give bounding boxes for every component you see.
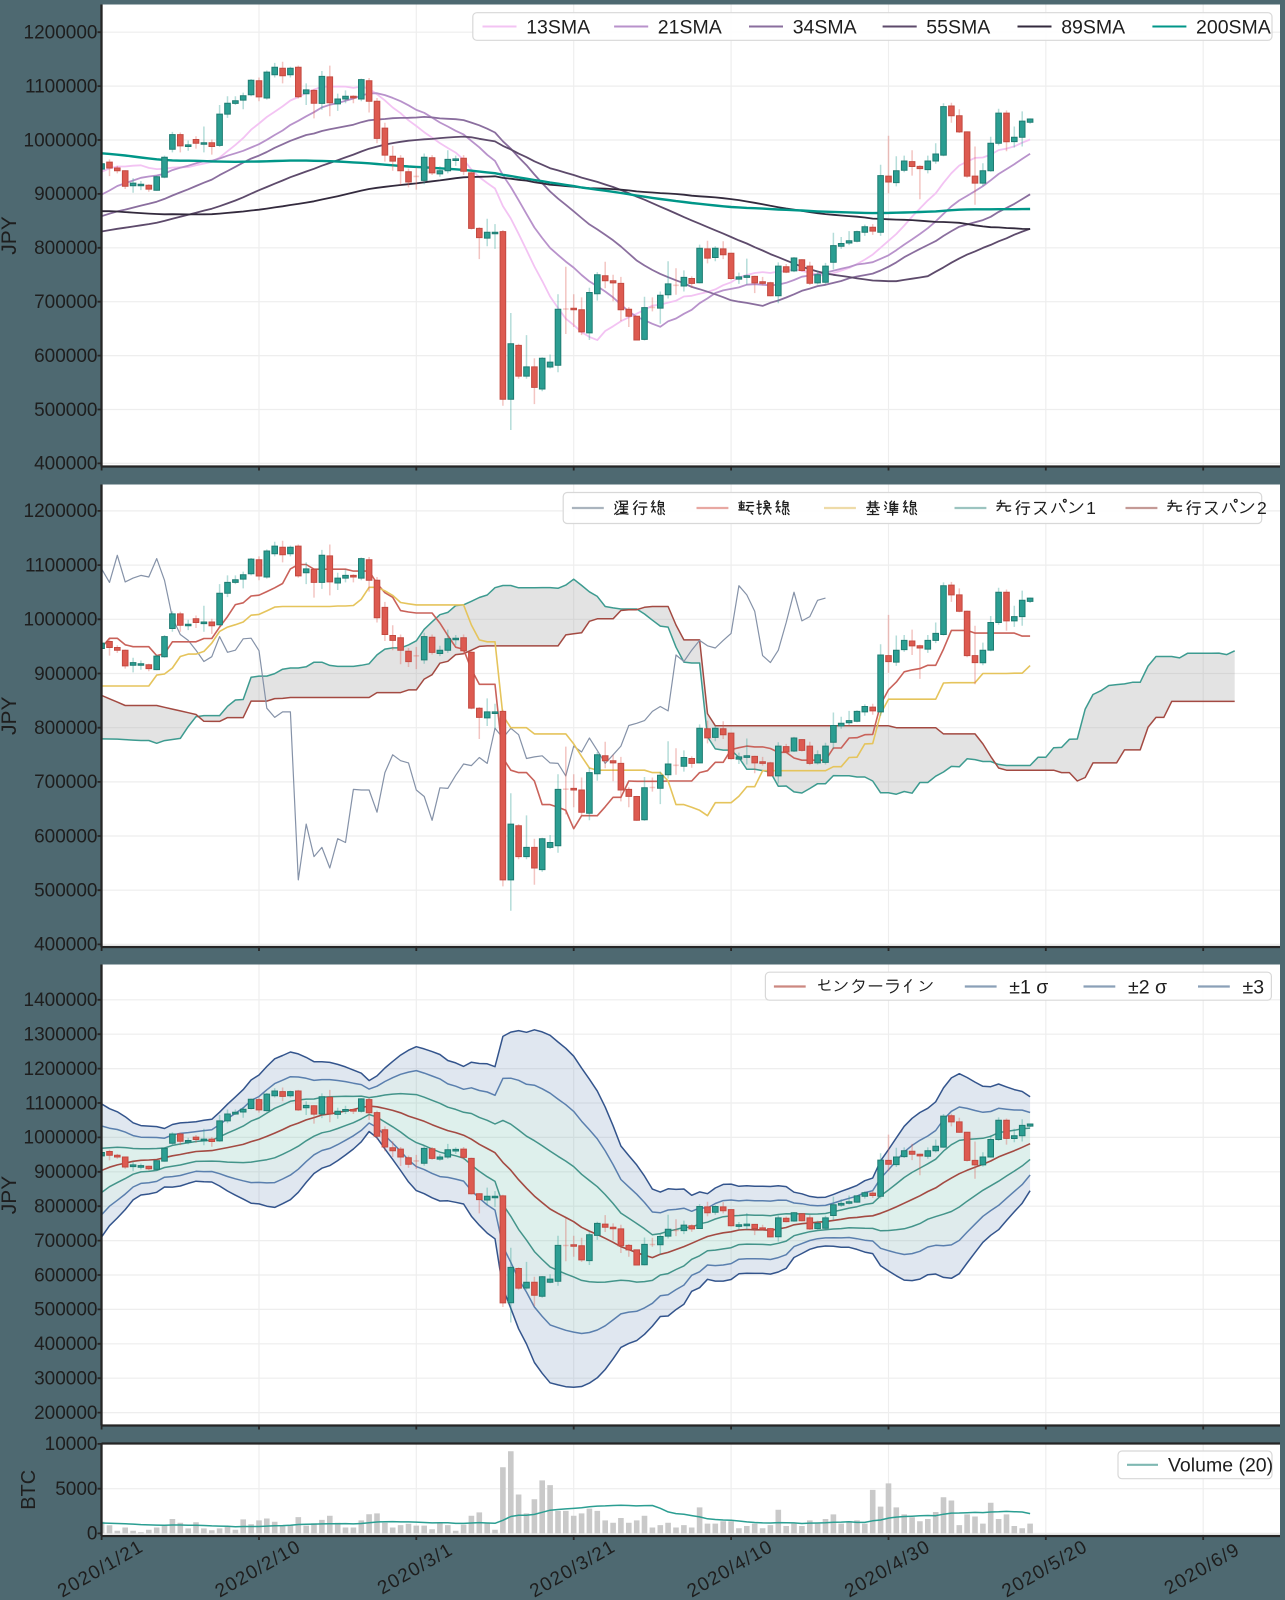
svg-text:55SMA: 55SMA <box>926 17 990 39</box>
svg-text:JPY: JPY <box>0 216 21 255</box>
svg-text:700000: 700000 <box>34 1231 97 1252</box>
svg-text:13SMA: 13SMA <box>526 17 590 39</box>
svg-text:1200000: 1200000 <box>24 501 98 522</box>
svg-text:±1 σ: ±1 σ <box>1009 977 1048 999</box>
svg-text:1100000: 1100000 <box>25 76 98 97</box>
svg-text:JPY: JPY <box>0 697 21 736</box>
svg-text:±3: ±3 <box>1243 977 1265 999</box>
svg-text:900000: 900000 <box>34 1162 97 1183</box>
svg-text:1100000: 1100000 <box>25 1093 98 1114</box>
svg-text:800000: 800000 <box>34 238 97 259</box>
svg-text:900000: 900000 <box>34 664 97 685</box>
svg-text:21SMA: 21SMA <box>658 17 722 39</box>
svg-text:700000: 700000 <box>34 772 97 793</box>
svg-text:200000: 200000 <box>34 1403 97 1424</box>
svg-text:800000: 800000 <box>34 718 97 739</box>
svg-text:600000: 600000 <box>34 346 97 367</box>
svg-text:800000: 800000 <box>34 1197 97 1218</box>
svg-text:900000: 900000 <box>34 184 97 205</box>
svg-text:2: 2 <box>1257 498 1267 518</box>
svg-text:600000: 600000 <box>34 826 97 847</box>
svg-text:1200000: 1200000 <box>24 23 98 44</box>
svg-text:±2 σ: ±2 σ <box>1128 977 1167 999</box>
svg-text:0: 0 <box>87 1524 98 1545</box>
svg-text:34SMA: 34SMA <box>793 17 857 39</box>
svg-text:300000: 300000 <box>34 1369 97 1390</box>
svg-text:5000: 5000 <box>55 1479 97 1500</box>
svg-text:1200000: 1200000 <box>24 1059 98 1080</box>
svg-text:10000: 10000 <box>45 1434 98 1455</box>
svg-text:500000: 500000 <box>34 1300 97 1321</box>
svg-text:400000: 400000 <box>34 935 97 956</box>
svg-text:500000: 500000 <box>34 881 97 902</box>
svg-text:400000: 400000 <box>34 454 97 475</box>
svg-text:Volume (20): Volume (20) <box>1168 1454 1273 1476</box>
svg-text:1: 1 <box>1086 498 1096 518</box>
svg-text:700000: 700000 <box>34 292 97 313</box>
svg-text:1000000: 1000000 <box>24 130 98 151</box>
svg-text:200SMA: 200SMA <box>1196 17 1271 39</box>
svg-text:600000: 600000 <box>34 1265 97 1286</box>
svg-text:1100000: 1100000 <box>25 555 98 576</box>
svg-text:89SMA: 89SMA <box>1061 17 1125 39</box>
svg-text:1400000: 1400000 <box>24 990 98 1011</box>
svg-text:1300000: 1300000 <box>24 1025 98 1046</box>
svg-text:1000000: 1000000 <box>24 610 98 631</box>
svg-text:500000: 500000 <box>34 400 97 421</box>
svg-text:JPY: JPY <box>0 1176 21 1215</box>
svg-text:1000000: 1000000 <box>24 1128 98 1149</box>
svg-text:400000: 400000 <box>34 1334 97 1355</box>
svg-text:BTC: BTC <box>18 1470 40 1510</box>
